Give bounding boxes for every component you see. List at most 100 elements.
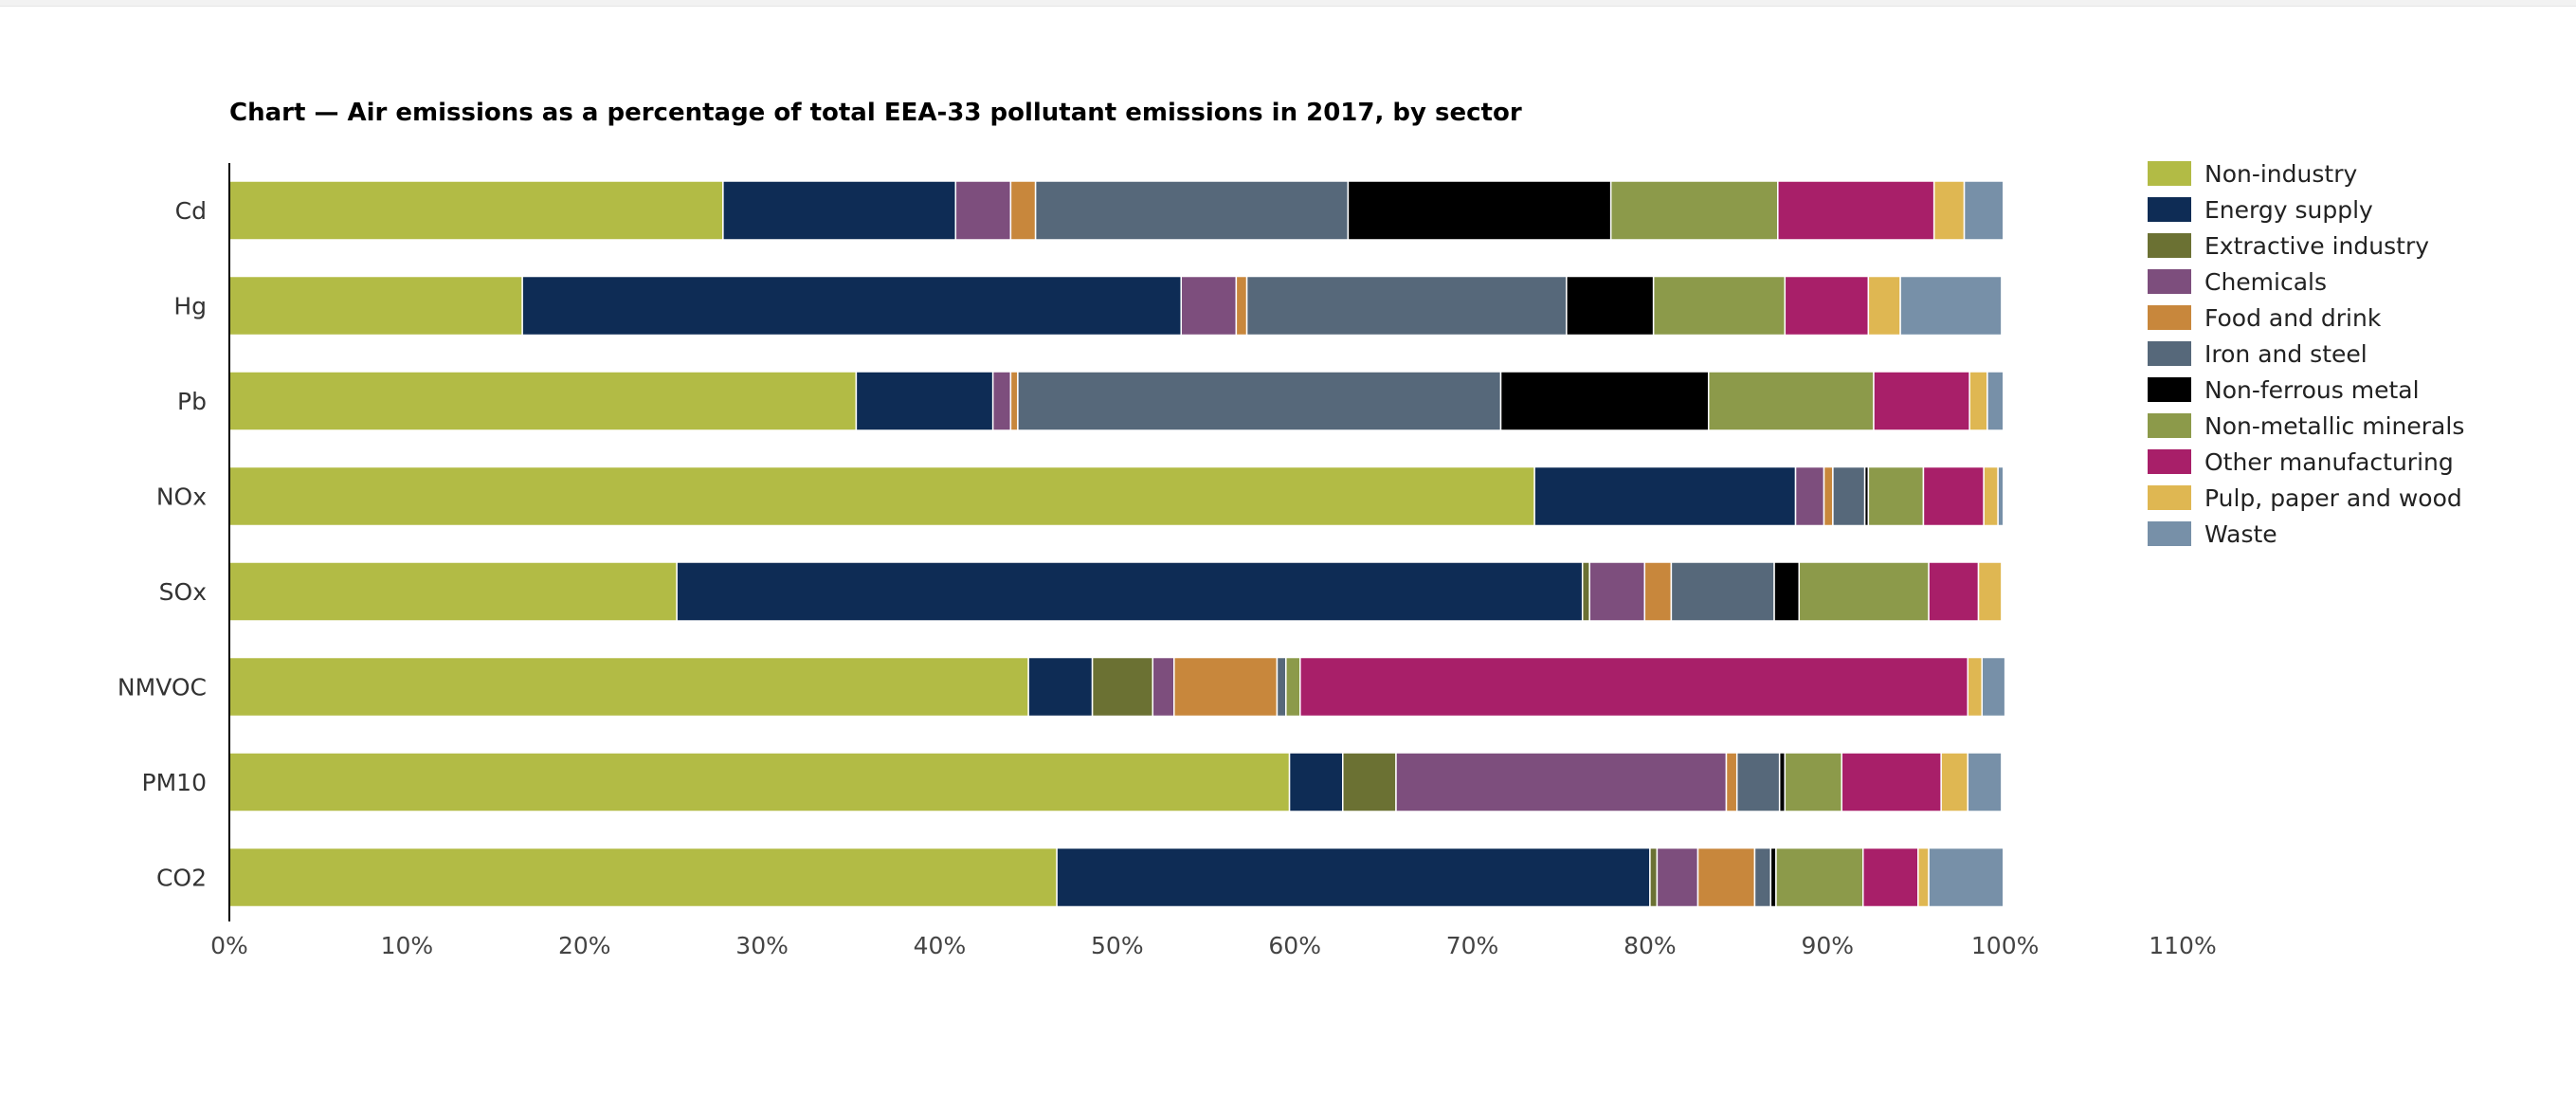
chart-title: Chart — Air emissions as a percentage of… (229, 99, 1522, 127)
category-label-pb: Pb (177, 388, 207, 415)
bar-co2-non-metallic-minerals (1775, 847, 1864, 908)
bar-pm10-energy-supply (1288, 752, 1344, 812)
bar-pm10-iron-and-steel (1735, 752, 1781, 812)
bar-sox-energy-supply (676, 561, 1584, 622)
bar-hg-non-metallic-minerals (1652, 275, 1787, 337)
bar-hg-energy-supply (521, 275, 1183, 337)
legend-label-non-metallic-minerals: Non-metallic minerals (2204, 412, 2464, 440)
bar-nox-food-and-drink (1823, 465, 1834, 527)
bar-nmvoc-non-industry (228, 656, 1029, 718)
legend-label-iron-and-steel: Iron and steel (2204, 340, 2367, 368)
bar-pm10-food-and-drink (1725, 752, 1738, 812)
legend-label-energy-supply: Energy supply (2204, 196, 2373, 224)
bar-nmvoc-other-manufacturing (1299, 656, 1969, 718)
bar-cd-iron-and-steel (1034, 180, 1350, 241)
bar-sox-chemicals (1588, 561, 1646, 622)
bar-cd-food-and-drink (1009, 180, 1037, 241)
legend: Non-industry Energy supply Extractive indu… (2148, 160, 2464, 548)
legend-label-other-manufacturing: Other manufacturing (2204, 448, 2454, 476)
bar-sox-extractive-industry (1581, 561, 1590, 622)
bar-sox-food-and-drink (1643, 561, 1673, 622)
bar-pb-non-metallic-minerals (1707, 371, 1875, 431)
legend-swatch-iron-and-steel (2148, 341, 2191, 366)
bar-pb-chemicals (991, 371, 1012, 431)
bar-co2-waste (1928, 847, 2005, 908)
x-tick-label: 100% (1971, 932, 2039, 959)
bar-hg-non-industry (228, 275, 523, 337)
legend-label-food-and-drink: Food and drink (2204, 304, 2382, 332)
bar-cd-chemicals (954, 180, 1012, 241)
category-label-co2: CO2 (156, 865, 207, 892)
category-label-pm10: PM10 (142, 769, 207, 796)
bar-nmvoc-food-and-drink (1173, 656, 1279, 718)
legend-swatch-pulp-paper-and-wood (2148, 485, 2191, 510)
bar-nox-pulp-paper-and-wood (1983, 465, 1999, 527)
legend-swatch-extractive-industry (2148, 233, 2191, 258)
x-tick-label: 80% (1624, 932, 1677, 959)
bars-layer (228, 180, 2006, 908)
x-tick-label: 50% (1091, 932, 1144, 959)
bar-hg-iron-and-steel (1245, 275, 1568, 337)
legend-label-non-ferrous-metal: Non-ferrous metal (2204, 376, 2420, 404)
bar-cd-non-industry (228, 180, 724, 241)
legend-swatch-non-ferrous-metal (2148, 377, 2191, 402)
bar-co2-extractive-industry (1649, 847, 1659, 908)
bar-pb-non-ferrous-metal (1499, 371, 1710, 431)
bar-cd-energy-supply (722, 180, 957, 241)
legend-swatch-food-and-drink (2148, 305, 2191, 330)
bar-pb-non-industry (228, 371, 858, 431)
top-rule (0, 0, 2576, 7)
x-tick-label: 90% (1801, 932, 1854, 959)
x-tick-label: 30% (735, 932, 789, 959)
bar-sox-pulp-paper-and-wood (1977, 561, 2003, 622)
bar-co2-non-industry (228, 847, 1058, 908)
legend-label-waste: Waste (2204, 520, 2277, 548)
bar-cd-non-metallic-minerals (1609, 180, 1779, 241)
bar-hg-pulp-paper-and-wood (1867, 275, 1901, 337)
bar-pb-food-and-drink (1009, 371, 1019, 431)
bar-pb-pulp-paper-and-wood (1968, 371, 1988, 431)
bar-co2-pulp-paper-and-wood (1917, 847, 1930, 908)
bar-sox-non-industry (228, 561, 678, 622)
bar-pm10-non-ferrous-metal (1778, 752, 1787, 812)
bar-co2-chemicals (1656, 847, 1699, 908)
bar-nox-non-metallic-minerals (1867, 465, 1925, 527)
legend-swatch-non-metallic-minerals (2148, 413, 2191, 438)
bar-sox-iron-and-steel (1670, 561, 1775, 622)
bar-pb-iron-and-steel (1017, 371, 1502, 431)
category-label-nox: NOx (156, 483, 207, 511)
legend-label-chemicals: Chemicals (2204, 268, 2327, 296)
x-tick-label: 0% (210, 932, 248, 959)
legend-swatch-chemicals (2148, 269, 2191, 294)
bar-co2-non-ferrous-metal (1769, 847, 1777, 908)
bar-nox-waste (1997, 465, 2005, 527)
x-tick-label: 20% (558, 932, 611, 959)
bar-co2-iron-and-steel (1753, 847, 1772, 908)
bar-cd-pulp-paper-and-wood (1932, 180, 1966, 241)
bar-pm10-extractive-industry (1342, 752, 1397, 812)
bar-sox-other-manufacturing (1928, 561, 1980, 622)
bar-pm10-non-industry (228, 752, 1291, 812)
x-axis: 0% 10% 20% 30% 40% 50% 60% 70% 80% 90% 100% 110% (210, 932, 2217, 959)
category-label-sox: SOx (159, 578, 207, 606)
bar-hg-waste (1899, 275, 2003, 337)
bar-nox-chemicals (1794, 465, 1825, 527)
bar-cd-non-ferrous-metal (1347, 180, 1612, 241)
bar-hg-non-ferrous-metal (1566, 275, 1655, 337)
bar-pm10-non-metallic-minerals (1784, 752, 1843, 812)
x-tick-label: 60% (1268, 932, 1321, 959)
bar-cd-other-manufacturing (1777, 180, 1935, 241)
category-label-cd: Cd (175, 197, 207, 225)
x-tick-label: 40% (914, 932, 967, 959)
bar-sox-non-ferrous-metal (1773, 561, 1801, 622)
bar-hg-other-manufacturing (1784, 275, 1870, 337)
bar-co2-food-and-drink (1696, 847, 1756, 908)
bar-nmvoc-energy-supply (1027, 656, 1094, 718)
legend-swatch-energy-supply (2148, 197, 2191, 222)
bar-nmvoc-non-metallic-minerals (1285, 656, 1301, 718)
bar-co2-other-manufacturing (1861, 847, 1919, 908)
legend-swatch-other-manufacturing (2148, 449, 2191, 474)
category-label-nmvoc: NMVOC (118, 674, 207, 702)
bar-hg-food-and-drink (1235, 275, 1248, 337)
